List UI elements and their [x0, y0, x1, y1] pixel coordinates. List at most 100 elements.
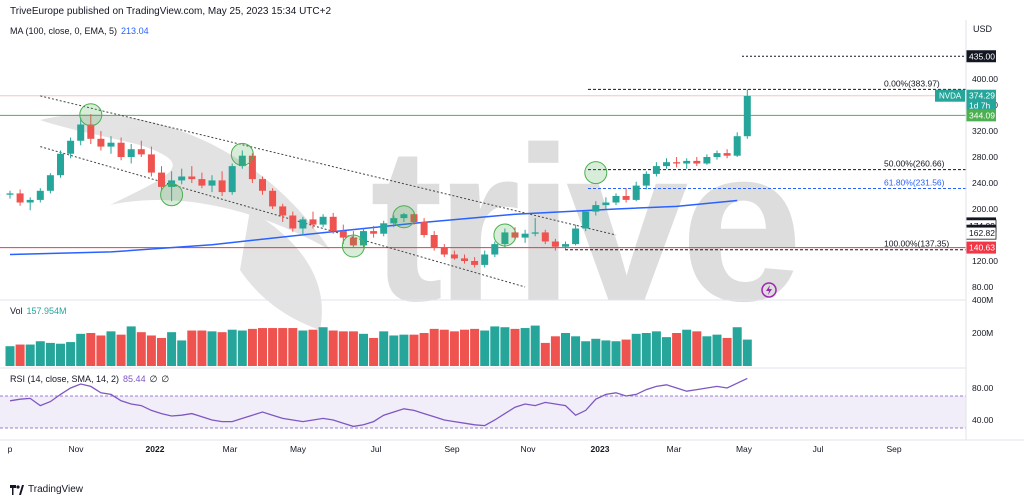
volume-bar[interactable] [662, 337, 671, 366]
candle-body[interactable] [612, 196, 620, 203]
volume-bar[interactable] [672, 333, 682, 366]
volume-bar[interactable] [460, 329, 469, 366]
candle-body[interactable] [158, 172, 165, 187]
volume-bar[interactable] [187, 330, 197, 366]
volume-bar[interactable] [419, 333, 429, 366]
volume-bar[interactable] [15, 344, 25, 366]
highlight-circle[interactable] [584, 161, 608, 185]
volume-pane[interactable] [5, 325, 752, 366]
volume-bar[interactable] [379, 331, 389, 366]
candle-body[interactable] [723, 153, 731, 156]
candle-body[interactable] [430, 235, 438, 248]
candle-body[interactable] [178, 176, 186, 181]
highlight-circle[interactable] [160, 183, 184, 207]
volume-bar[interactable] [116, 334, 126, 366]
candle-body[interactable] [349, 237, 357, 246]
channel-trendline[interactable] [40, 95, 617, 236]
volume-bar[interactable] [682, 329, 692, 366]
candle-body[interactable] [592, 205, 600, 212]
volume-bar[interactable] [298, 330, 308, 366]
candle-body[interactable] [208, 180, 216, 186]
volume-bar[interactable] [146, 335, 156, 366]
volume-bar[interactable] [258, 328, 267, 366]
volume-bar[interactable] [449, 331, 459, 366]
candle-body[interactable] [16, 193, 24, 203]
candle-body[interactable] [450, 254, 458, 259]
volume-bar[interactable] [318, 327, 328, 366]
volume-bar[interactable] [510, 328, 520, 366]
candle-body[interactable] [461, 258, 468, 261]
volume-bar[interactable] [581, 341, 591, 366]
candle-body[interactable] [602, 202, 610, 206]
volume-bar[interactable] [56, 343, 65, 366]
candle-body[interactable] [97, 138, 105, 147]
rsi-legend[interactable]: RSI (14, close, SMA, 14, 2) 85.44 ∅ ∅ [10, 374, 169, 385]
volume-bar[interactable] [35, 341, 45, 366]
volume-bar[interactable] [480, 330, 490, 366]
candle-body[interactable] [521, 233, 529, 238]
volume-bar[interactable] [530, 325, 540, 366]
candle-body[interactable] [107, 142, 115, 147]
volume-bar[interactable] [268, 328, 278, 366]
candle-body[interactable] [269, 190, 277, 207]
volume-bar[interactable] [207, 331, 217, 366]
volume-bar[interactable] [540, 342, 550, 366]
volume-bar[interactable] [490, 326, 500, 366]
candle-body[interactable] [67, 140, 75, 154]
volume-bar[interactable] [470, 328, 480, 366]
highlight-circle[interactable] [493, 223, 517, 247]
volume-bar[interactable] [177, 340, 187, 366]
candle-body[interactable] [117, 142, 125, 157]
volume-bar[interactable] [288, 328, 298, 366]
candle-body[interactable] [339, 231, 347, 238]
candle-body[interactable] [46, 175, 54, 191]
candle-body[interactable] [360, 231, 367, 246]
candle-body[interactable] [410, 214, 418, 222]
volume-bar[interactable] [429, 328, 439, 366]
footer-brand[interactable]: TradingView [10, 484, 83, 495]
volume-bar[interactable] [126, 326, 136, 366]
candle-body[interactable] [551, 241, 559, 247]
candle-body[interactable] [6, 193, 14, 195]
candle-body[interactable] [319, 216, 327, 225]
volume-bar[interactable] [702, 336, 712, 366]
candle-body[interactable] [743, 95, 751, 137]
candle-body[interactable] [36, 190, 44, 200]
volume-bar[interactable] [591, 338, 601, 366]
candle-body[interactable] [511, 232, 519, 238]
volume-bar[interactable] [409, 334, 419, 366]
candle-body[interactable] [501, 232, 509, 245]
volume-bar[interactable] [712, 334, 722, 366]
candle-body[interactable] [703, 157, 711, 164]
candle-body[interactable] [259, 179, 266, 191]
candle-body[interactable] [562, 244, 569, 247]
volume-bar[interactable] [5, 346, 15, 366]
volume-bar[interactable] [136, 332, 146, 366]
highlight-circle[interactable] [230, 142, 254, 166]
volume-bar[interactable] [25, 344, 35, 366]
candle-body[interactable] [652, 166, 660, 174]
volume-bar[interactable] [732, 327, 742, 366]
vol-legend[interactable]: Vol 157.954M [10, 306, 67, 316]
candle-body[interactable] [77, 124, 85, 141]
candle-body[interactable] [87, 124, 95, 139]
candle-body[interactable] [329, 216, 337, 232]
candle-body[interactable] [582, 211, 590, 229]
volume-bar[interactable] [227, 329, 237, 366]
volume-bar[interactable] [197, 330, 207, 366]
candle-body[interactable] [632, 185, 640, 200]
volume-bar[interactable] [45, 342, 55, 366]
candle-body[interactable] [198, 179, 206, 186]
volume-bar[interactable] [96, 335, 106, 366]
volume-bar[interactable] [399, 334, 409, 366]
candle-body[interactable] [26, 199, 34, 203]
candle-body[interactable] [420, 222, 428, 235]
volume-bar[interactable] [66, 342, 76, 366]
volume-bar[interactable] [561, 333, 570, 366]
candle-body[interactable] [622, 196, 630, 200]
candle-body[interactable] [218, 180, 226, 193]
volume-bar[interactable] [641, 333, 651, 366]
volume-bar[interactable] [550, 336, 560, 366]
volume-bar[interactable] [389, 335, 399, 366]
volume-bar[interactable] [348, 331, 358, 366]
